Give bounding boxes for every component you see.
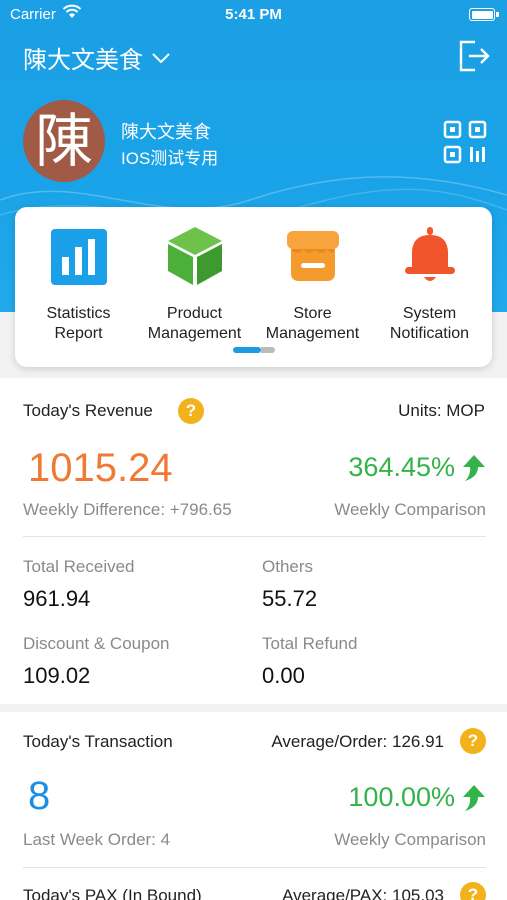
bell-icon [404, 227, 455, 281]
page-indicator [233, 347, 275, 353]
menu-label-line2: Notification [389, 325, 470, 342]
revenue-help-icon[interactable]: ? [178, 398, 204, 424]
cube-icon [167, 227, 222, 285]
menu-system-notification[interactable]: System Notification [370, 225, 489, 344]
total-received-label: Total Received [23, 557, 135, 576]
pax-title: Today's PAX (In Bound) [23, 886, 202, 900]
transaction-pct-value: 100.00% [348, 782, 455, 812]
menu-label-line1: Statistics [46, 305, 111, 322]
arrow-up-icon [463, 454, 485, 481]
carrier-label: Carrier [10, 6, 56, 23]
revenue-title: Today's Revenue [23, 401, 153, 420]
store-icon [286, 231, 339, 281]
logout-icon[interactable] [455, 38, 491, 74]
menu-label-line2: Report [54, 325, 103, 342]
refund-label: Total Refund [262, 634, 358, 653]
page-indicator-active [233, 347, 261, 353]
status-bar: Carrier 5:41 PM [0, 0, 507, 30]
profile-name: 陳大文美食 [121, 122, 211, 142]
revenue-amount: 1015.24 [28, 446, 173, 490]
pax-help-icon[interactable]: ? [460, 882, 486, 900]
revenue-section: Today's Revenue ? Units: MOP 1015.24 364… [0, 378, 507, 704]
qr-code-icon[interactable] [443, 120, 487, 164]
divider [23, 536, 486, 537]
divider [23, 867, 486, 868]
menu-label-line1: Product [166, 305, 223, 322]
menu-statistics-report[interactable]: Statistics Report [19, 225, 138, 344]
menu-label-line2: Management [147, 325, 242, 342]
transaction-title: Today's Transaction [23, 732, 173, 751]
discount-label: Discount & Coupon [23, 634, 170, 653]
revenue-pct-value: 364.45% [348, 452, 455, 482]
page-indicator-inactive [261, 347, 275, 353]
avatar: 陳 [23, 100, 105, 182]
menu-label-line1: Store [293, 305, 332, 322]
refund-value: 0.00 [262, 663, 305, 688]
transaction-section: Today's Transaction Average/Order: 126.9… [0, 712, 507, 900]
menu-label-line1: System [402, 305, 457, 322]
units-label: Units: MOP [398, 401, 485, 420]
profile-subtitle: IOS测试专用 [121, 149, 219, 168]
discount-value: 109.02 [23, 663, 91, 688]
others-label: Others [262, 557, 314, 576]
status-time: 5:41 PM [225, 6, 282, 23]
battery-icon [469, 8, 495, 21]
total-received-value: 961.94 [23, 586, 91, 611]
last-week-order: Last Week Order: 4 [23, 830, 171, 849]
transaction-count: 8 [28, 774, 51, 818]
store-name: 陳大文美食 [23, 47, 143, 74]
weekly-comparison-label: Weekly Comparison [334, 830, 486, 849]
store-profile: 陳 陳大文美食 IOS测试专用 [0, 100, 507, 190]
weekly-comparison-label: Weekly Comparison [334, 500, 486, 519]
others-value: 55.72 [262, 586, 318, 611]
nav-bar: 陳大文美食 [0, 36, 507, 80]
average-order: Average/Order: 126.91 [271, 732, 444, 751]
store-switcher[interactable]: 陳大文美食 [23, 40, 171, 75]
bar-chart-icon [50, 229, 107, 285]
weekly-difference: Weekly Difference: +796.65 [23, 500, 232, 519]
arrow-up-icon [463, 784, 485, 811]
menu-label-line2: Management [265, 325, 360, 342]
menu-store-management[interactable]: Store Management [253, 225, 372, 344]
average-pax: Average/PAX: 105.03 [282, 886, 444, 900]
quick-menu-card: Statistics Report Product Management Sto… [15, 207, 492, 367]
transaction-weekly-pct: 100.00% [348, 782, 487, 813]
wifi-icon [62, 4, 82, 18]
chevron-down-icon [152, 52, 170, 63]
revenue-weekly-pct: 364.45% [348, 452, 487, 483]
transaction-help-icon[interactable]: ? [460, 728, 486, 754]
menu-product-management[interactable]: Product Management [135, 225, 254, 344]
